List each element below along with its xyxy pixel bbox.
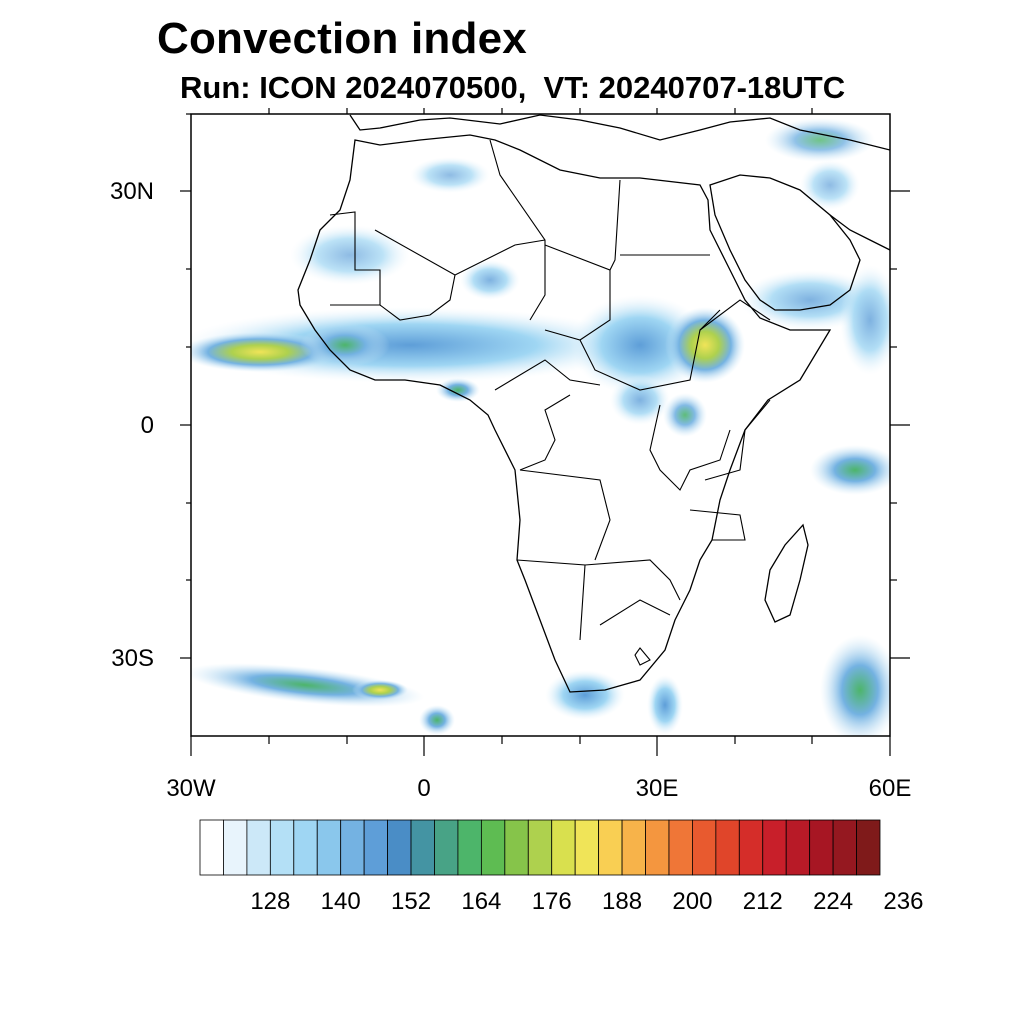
lat-label-30s: 30S	[111, 645, 154, 672]
colorbar-swatch	[434, 819, 459, 876]
colorbar-swatch	[621, 819, 646, 876]
colorbar-label: 176	[531, 888, 572, 915]
colorbar-swatch	[480, 819, 506, 876]
convection-field	[191, 118, 890, 736]
border-line	[634, 647, 651, 666]
border-line	[494, 359, 601, 391]
convection-area-cape	[545, 670, 625, 720]
lon-label-0: 0	[417, 775, 431, 802]
colorbar-swatch	[316, 819, 342, 876]
colorbar-swatch	[293, 819, 318, 876]
country-borders	[329, 139, 771, 666]
colorbar-swatch	[340, 819, 365, 876]
border-line	[489, 139, 546, 321]
border-line	[649, 404, 731, 491]
colorbar-swatch	[668, 819, 693, 876]
border-line	[544, 270, 611, 341]
border-line	[516, 559, 586, 641]
lon-label-60e: 60E	[868, 775, 912, 802]
colorbar-swatch	[246, 819, 271, 876]
colorbar-label: 212	[742, 888, 783, 915]
africa-coastline	[297, 134, 832, 693]
persian-gulf-coast	[829, 214, 890, 251]
map-title: Convection index	[157, 14, 527, 63]
madagascar-coastline	[764, 523, 809, 623]
convection-area-turkey	[765, 118, 875, 162]
colorbar-swatch	[645, 819, 670, 876]
colorbar-swatch	[457, 819, 482, 876]
convection-area-natal	[647, 675, 683, 735]
colorbar-swatch	[269, 819, 295, 876]
colorbar-swatch	[692, 819, 717, 876]
axis-ticks	[180, 108, 910, 756]
colorbar-swatch	[551, 819, 576, 876]
border-line	[519, 394, 571, 471]
border-line	[704, 399, 771, 481]
convection-area-ethiopia	[665, 307, 745, 383]
border-line	[699, 299, 771, 331]
colorbar-swatch	[527, 819, 553, 876]
border-line	[329, 211, 381, 305]
border-line	[599, 599, 671, 626]
colorbar-swatch	[199, 819, 224, 876]
map-subtitle: Run: ICON 2024070500, VT: 20240707-18UTC	[180, 70, 846, 105]
colorbar-label: 152	[391, 888, 432, 915]
border-line	[330, 274, 456, 321]
colorbar-label: 164	[461, 888, 502, 915]
border-line	[579, 309, 721, 391]
colorbar-swatch	[410, 819, 435, 876]
arabia-coastline	[709, 174, 861, 311]
colorbar-label: 236	[883, 888, 924, 915]
convection-area-india-sea	[840, 265, 890, 375]
border-line	[544, 179, 621, 271]
colorbar-swatch	[504, 819, 529, 876]
convection-area-southwest-small	[419, 705, 455, 735]
convection-area-guinea	[300, 323, 390, 367]
convection-area-mediterranean	[410, 157, 490, 193]
colorbar-swatch	[715, 819, 740, 876]
colorbar-swatch	[856, 819, 881, 876]
lat-label-30n: 30N	[109, 178, 154, 205]
border-line	[584, 559, 681, 601]
europe-coastline	[349, 114, 890, 151]
colorbar-label: 224	[813, 888, 854, 915]
convection-area-niger	[460, 260, 520, 300]
colorbar-swatch	[598, 819, 623, 876]
convection-area-south-indian	[820, 635, 890, 736]
colorbar-swatch	[809, 819, 834, 876]
lon-label-30w: 30W	[166, 775, 216, 802]
colorbar-label: 200	[672, 888, 713, 915]
colorbar-swatch	[387, 819, 412, 876]
colorbar-swatch	[574, 819, 600, 876]
border-line	[374, 229, 546, 276]
colorbar-swatch	[762, 819, 787, 876]
coastlines	[297, 114, 890, 693]
lat-label-0: 0	[140, 412, 154, 439]
colorbar-label: 188	[602, 888, 643, 915]
convection-area-south-atlantic-core	[352, 680, 408, 700]
colorbar-swatch	[738, 819, 764, 876]
colorbar-swatch	[363, 819, 388, 876]
convection-area-congo	[610, 375, 670, 425]
lon-label-30e: 30E	[635, 775, 679, 802]
colorbar-label: 140	[320, 888, 361, 915]
colorbar	[199, 819, 881, 876]
convection-area-caspian	[800, 160, 860, 210]
convection-area-east-indian-ocean	[810, 445, 890, 495]
colorbar-swatch	[785, 819, 811, 876]
convection-area-lake-victoria	[663, 393, 707, 437]
colorbar-label: 128	[250, 888, 291, 915]
border-line	[689, 509, 746, 541]
convection-area-gulf	[436, 378, 480, 402]
convection-area-sahara-west	[290, 225, 410, 285]
border-line	[519, 469, 611, 561]
map-frame	[190, 113, 891, 737]
colorbar-swatch	[223, 819, 248, 876]
colorbar-swatch	[832, 819, 857, 876]
